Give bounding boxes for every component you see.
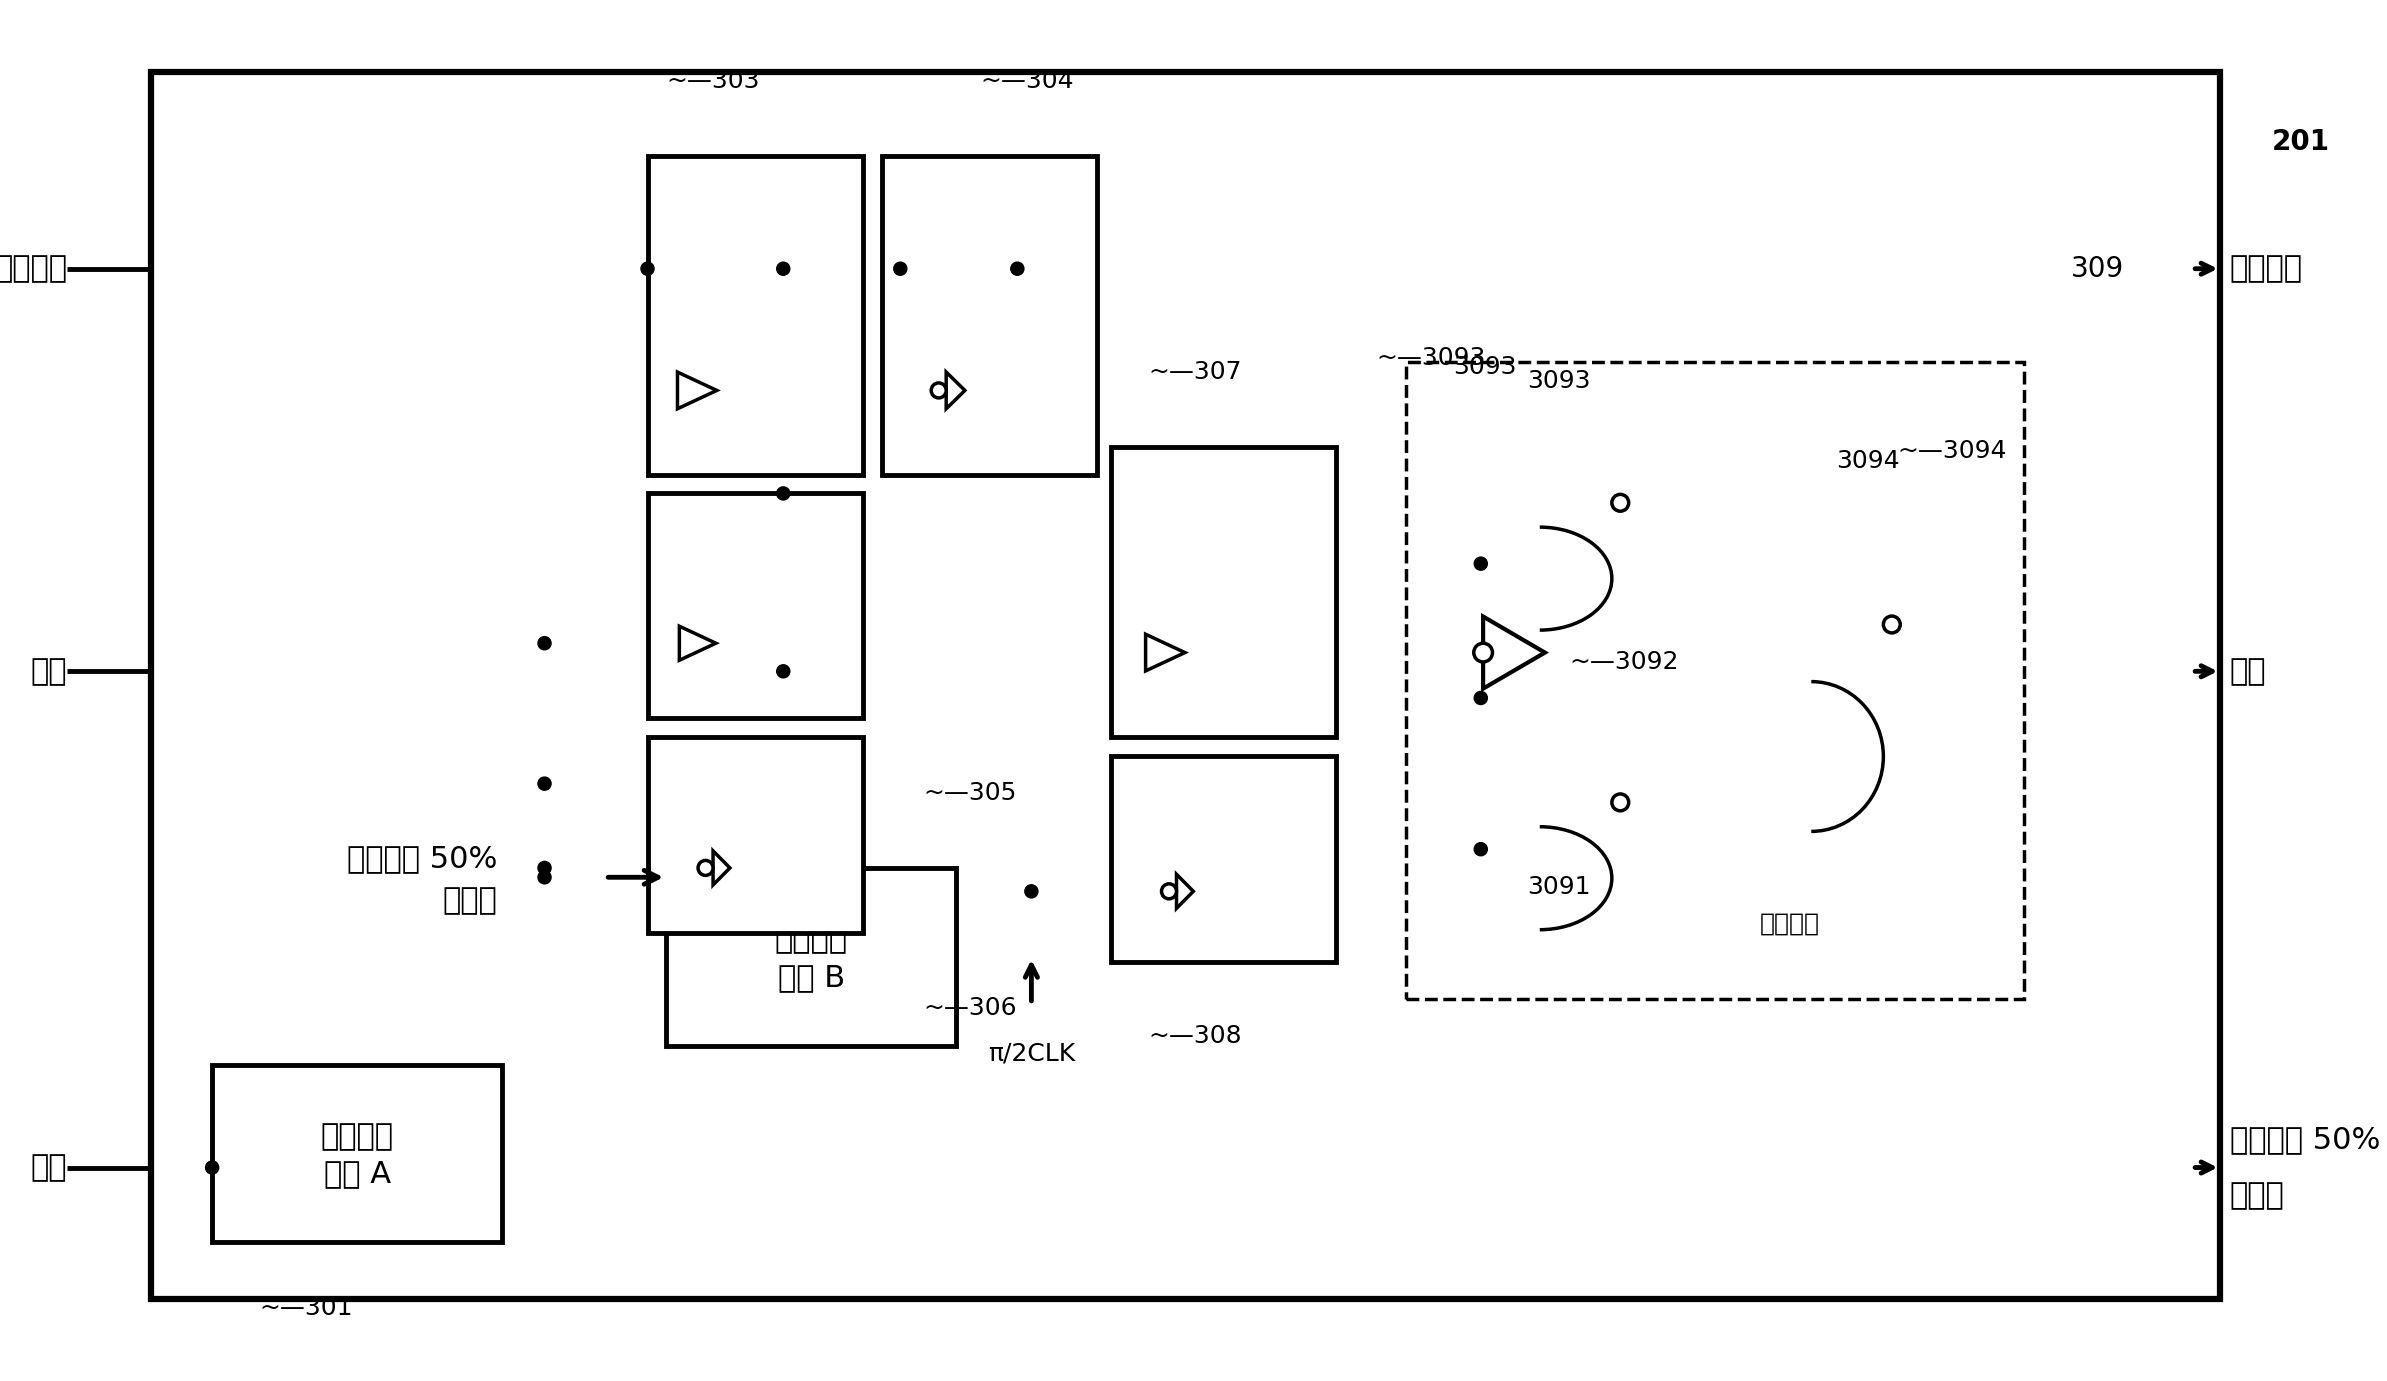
Text: 同步延追: 同步延追 [776,925,847,954]
Text: 数据: 数据 [2229,657,2265,686]
Bar [647,737,862,934]
Text: 占空比为 50%: 占空比为 50% [349,844,499,873]
Text: π/2CLK: π/2CLK [988,1041,1074,1065]
Text: ~—301: ~—301 [258,1295,353,1320]
Text: 3094: 3094 [1836,449,1900,472]
Text: ~—3094: ~—3094 [1898,439,2007,463]
Circle shape [1473,644,1492,661]
Circle shape [1475,692,1487,704]
Circle shape [1162,884,1177,899]
Bar [666,867,957,1045]
Circle shape [1883,616,1900,632]
Text: 电路 B: 电路 B [778,963,845,992]
Bar [1110,446,1337,737]
Circle shape [537,637,551,650]
Circle shape [537,871,551,884]
Circle shape [1475,842,1487,856]
Text: ~—306: ~—306 [924,996,1017,1021]
Text: 电路 A: 电路 A [325,1160,391,1189]
Text: 3093: 3093 [1528,369,1592,394]
Text: ~—307: ~—307 [1148,359,1241,384]
Text: ~—302: ~—302 [704,782,797,805]
Circle shape [1024,885,1038,898]
Circle shape [1475,557,1487,570]
Text: 时钟: 时钟 [31,1153,67,1182]
Text: 占空比为 50%: 占空比为 50% [2229,1126,2380,1155]
Text: 启动脉冲: 启动脉冲 [2229,254,2303,283]
Circle shape [537,862,551,874]
Bar [212,1065,501,1243]
Circle shape [1611,794,1628,811]
Text: ~—303: ~—303 [666,69,759,94]
Circle shape [931,383,945,398]
Circle shape [1611,494,1628,511]
Bar [1406,362,2024,998]
Text: 3091: 3091 [1528,874,1592,899]
Circle shape [642,262,654,275]
Text: 201: 201 [2272,128,2330,156]
Circle shape [697,860,714,876]
Text: 启动脉冲: 启动脉冲 [0,254,67,283]
Text: 309: 309 [2070,254,2124,283]
Text: 3093: 3093 [1454,355,1516,378]
Text: ~—308: ~—308 [1148,1025,1241,1048]
Text: ~—3092: ~—3092 [1571,650,1678,674]
Circle shape [537,778,551,790]
Bar [1110,755,1337,961]
Text: 数据: 数据 [31,657,67,686]
Text: 选择电路: 选择电路 [1759,911,1819,936]
Bar [647,493,862,718]
Text: 同步延迟: 同步延迟 [320,1123,394,1152]
Text: ~—3093: ~—3093 [1375,345,1485,370]
Circle shape [776,487,790,500]
Text: 的时钟: 的时钟 [444,887,499,916]
Circle shape [205,1161,220,1174]
Text: ~—304: ~—304 [981,69,1074,94]
Bar [881,156,1098,475]
Circle shape [893,262,907,275]
Text: ~—305: ~—305 [924,782,1017,805]
Circle shape [776,262,790,275]
Bar [647,156,862,475]
Circle shape [1010,262,1024,275]
Text: 的时钟: 的时钟 [2229,1181,2284,1210]
Circle shape [776,664,790,678]
